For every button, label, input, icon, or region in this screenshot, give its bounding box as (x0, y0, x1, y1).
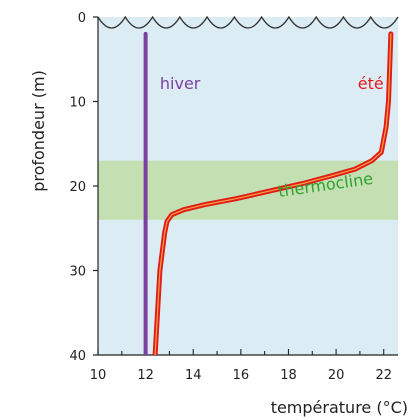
hiver-label: hiver (160, 74, 201, 93)
y-tick-label: 0 (78, 11, 86, 26)
x-axis-title: température (°C) (271, 398, 408, 417)
x-tick-label: 12 (137, 368, 154, 383)
y-tick-label: 20 (69, 180, 86, 195)
y-tick-label: 10 (69, 96, 86, 111)
x-axis-ticks: 10 12 14 16 18 20 22 (90, 349, 392, 383)
x-tick-label: 22 (375, 368, 392, 383)
series-ete-highlight (154, 33, 392, 355)
y-axis-title: profondeur (m) (29, 70, 48, 192)
x-tick-label: 10 (90, 368, 107, 383)
x-tick-label: 16 (233, 368, 250, 383)
series-layer (143, 31, 394, 355)
ete-label: été (358, 74, 384, 93)
water-surface-waves (97, 15, 399, 29)
x-tick-label: 18 (280, 368, 297, 383)
y-tick-label: 40 (69, 349, 86, 364)
x-tick-label: 14 (185, 368, 202, 383)
y-axis-ticks: 0 10 20 30 40 (69, 11, 98, 364)
x-tick-label: 20 (328, 368, 345, 383)
y-tick-label: 30 (69, 265, 86, 280)
